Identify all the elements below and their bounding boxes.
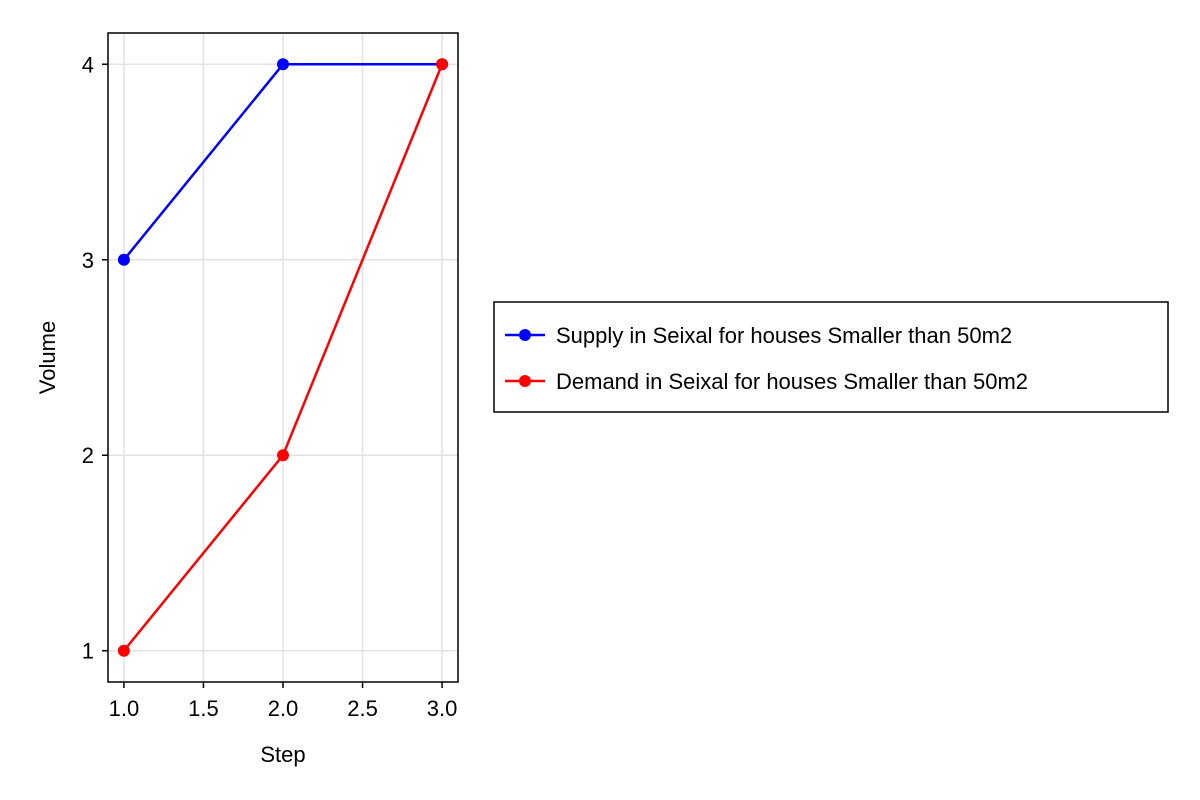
x-tick-label: 1.5 bbox=[188, 696, 219, 721]
series-0-point bbox=[277, 58, 289, 71]
series-1-point bbox=[436, 58, 449, 71]
y-axis-title: Volume bbox=[35, 321, 60, 394]
y-tick-label: 4 bbox=[82, 52, 94, 77]
x-tick-label: 2.0 bbox=[268, 696, 299, 721]
x-tick-label: 2.5 bbox=[347, 696, 378, 721]
legend-box bbox=[493, 301, 1169, 413]
x-tick-label: 3.0 bbox=[427, 696, 458, 721]
x-axis-title: Step bbox=[260, 742, 305, 767]
grid bbox=[108, 33, 458, 682]
y-tick-label: 1 bbox=[82, 639, 94, 664]
legend-swatch-marker bbox=[519, 329, 531, 341]
series-layer bbox=[117, 58, 449, 657]
y-tick-label: 3 bbox=[82, 248, 94, 273]
legend: Supply in Seixal for houses Smaller than… bbox=[493, 301, 1169, 413]
y-tick-label: 2 bbox=[82, 443, 94, 468]
legend-label: Demand in Seixal for houses Smaller than… bbox=[556, 369, 1028, 394]
x-tick-label: 1.0 bbox=[109, 696, 140, 721]
series-1-point bbox=[117, 644, 130, 657]
series-0-point bbox=[117, 253, 130, 266]
series-1-point bbox=[277, 449, 289, 462]
legend-swatch-marker bbox=[519, 375, 531, 387]
ticks: 1.0 1.5 2.0 2.5 3.0 1 2 3 4 bbox=[82, 52, 458, 721]
legend-label: Supply in Seixal for houses Smaller than… bbox=[556, 323, 1012, 348]
